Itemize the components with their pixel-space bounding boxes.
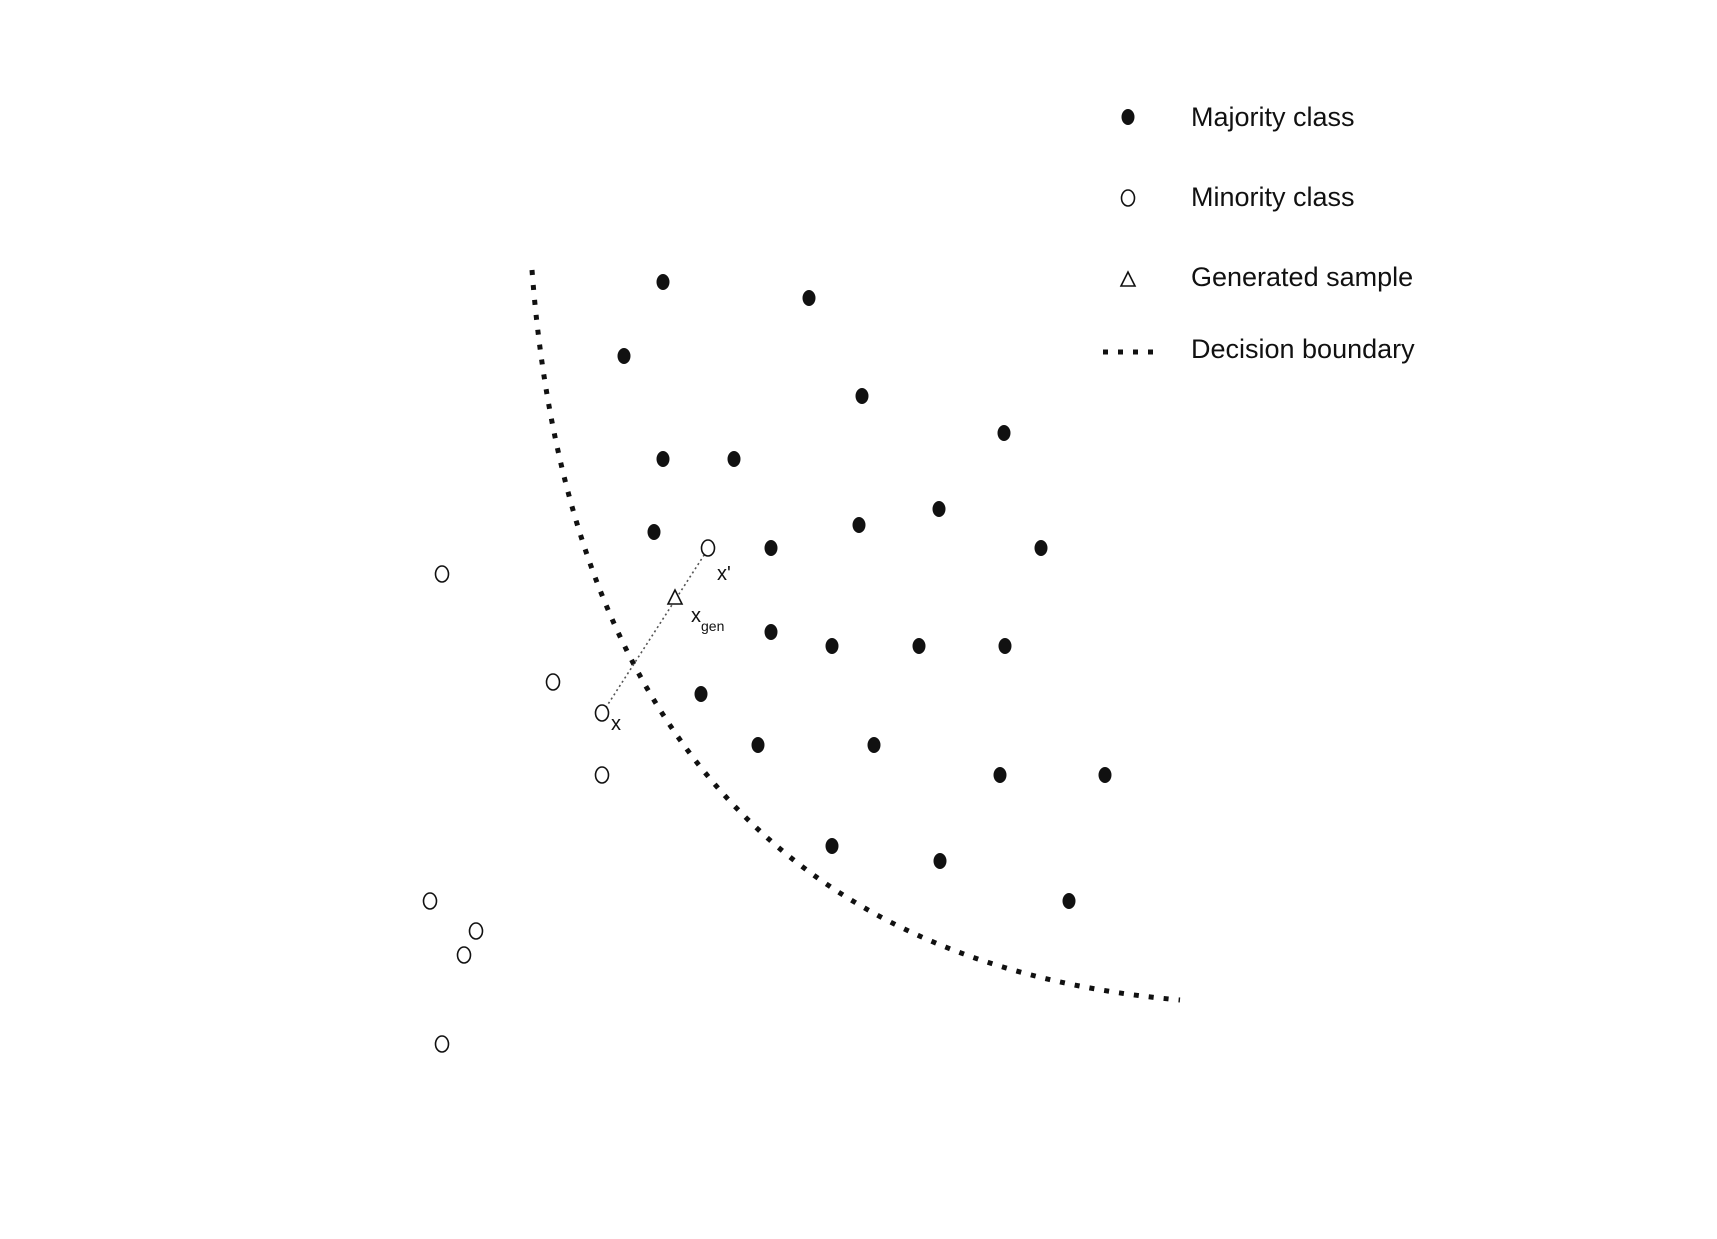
majority-point	[993, 767, 1007, 783]
legend-majority-marker	[1121, 109, 1135, 125]
minority-point	[700, 539, 716, 557]
majority-point	[1098, 767, 1112, 783]
majority-point	[998, 638, 1012, 654]
majority-point	[867, 737, 881, 753]
majority-points	[617, 274, 1112, 909]
majority-point	[727, 451, 741, 467]
majority-point	[802, 290, 816, 306]
legend: Majority class Minority class Generated …	[1103, 102, 1415, 364]
minority-point	[545, 673, 561, 691]
majority-point	[855, 388, 869, 404]
label-x-prime: x'	[717, 563, 731, 585]
minority-point	[434, 1035, 450, 1053]
majority-point	[764, 624, 778, 640]
majority-point	[694, 686, 708, 702]
majority-point	[751, 737, 765, 753]
label-x-gen-subscript: gen	[701, 618, 724, 634]
label-x: x	[611, 713, 621, 735]
majority-point	[1034, 540, 1048, 556]
legend-generated-marker	[1119, 270, 1137, 287]
majority-point	[997, 425, 1011, 441]
label-x-gen: x	[691, 605, 701, 627]
minority-point	[594, 766, 610, 784]
minority-point	[422, 892, 438, 910]
minority-point	[456, 946, 472, 964]
majority-point	[764, 540, 778, 556]
generated-sample-triangle	[666, 588, 684, 605]
interpolation-line	[602, 548, 709, 713]
majority-point	[912, 638, 926, 654]
majority-point	[617, 348, 631, 364]
majority-point	[656, 274, 670, 290]
majority-point	[647, 524, 661, 540]
majority-point	[1062, 893, 1076, 909]
legend-generated-label: Generated sample	[1191, 262, 1413, 292]
legend-boundary-label: Decision boundary	[1191, 334, 1415, 364]
majority-point	[825, 638, 839, 654]
decision-boundary	[529, 269, 1181, 1003]
majority-point	[825, 838, 839, 854]
legend-minority-label: Minority class	[1191, 182, 1355, 212]
majority-point	[933, 853, 947, 869]
majority-point	[932, 501, 946, 517]
minority-point	[434, 565, 450, 583]
minority-point	[594, 704, 610, 722]
minority-point	[468, 922, 484, 940]
legend-majority-label: Majority class	[1191, 102, 1355, 132]
majority-point	[656, 451, 670, 467]
legend-minority-marker	[1120, 189, 1136, 207]
majority-point	[852, 517, 866, 533]
minority-points	[422, 539, 716, 1053]
